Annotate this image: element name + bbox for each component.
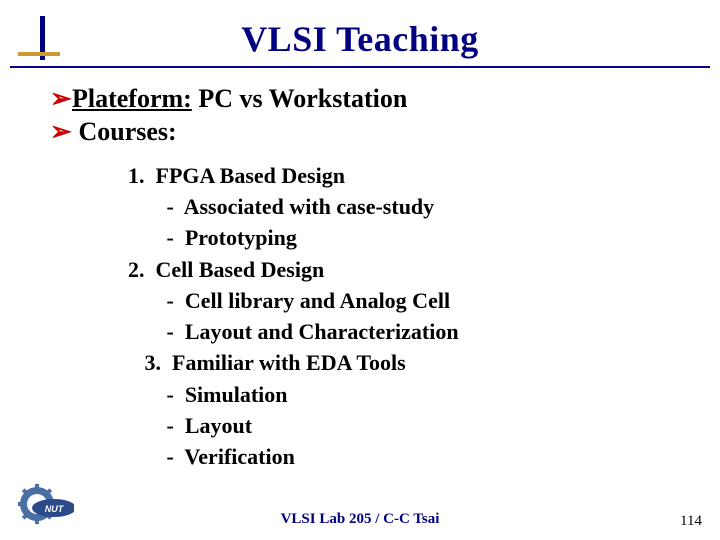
title-underline	[10, 66, 710, 68]
bullet-list: ➢Plateform: PC vs Workstation ➢ Courses:	[50, 82, 407, 149]
list-item: - Verification	[128, 441, 459, 472]
list-item: 2. Cell Based Design	[128, 254, 459, 285]
list-item: - Simulation	[128, 379, 459, 410]
list-item: - Cell library and Analog Cell	[128, 285, 459, 316]
bullet-arrow-icon: ➢	[50, 82, 72, 115]
list-item: - Prototyping	[128, 222, 459, 253]
bullet-rest: PC vs Workstation	[192, 84, 408, 113]
list-item: 1. FPGA Based Design	[128, 160, 459, 191]
bullet-rest: Courses:	[72, 117, 177, 146]
bullet-underlined: Plateform:	[72, 84, 192, 113]
list-item: - Layout	[128, 410, 459, 441]
list-item: 3. Familiar with EDA Tools	[128, 347, 459, 378]
list-item: - Associated with case-study	[128, 191, 459, 222]
bullet-item: ➢Plateform: PC vs Workstation	[50, 82, 407, 115]
list-item: - Layout and Characterization	[128, 316, 459, 347]
bullet-arrow-icon: ➢	[50, 115, 72, 148]
numbered-list: 1. FPGA Based Design - Associated with c…	[128, 160, 459, 472]
bullet-item: ➢ Courses:	[50, 115, 407, 148]
slide-title: VLSI Teaching	[0, 18, 720, 60]
footer-text: VLSI Lab 205 / C-C Tsai	[0, 511, 720, 528]
page-number: 114	[680, 513, 702, 530]
